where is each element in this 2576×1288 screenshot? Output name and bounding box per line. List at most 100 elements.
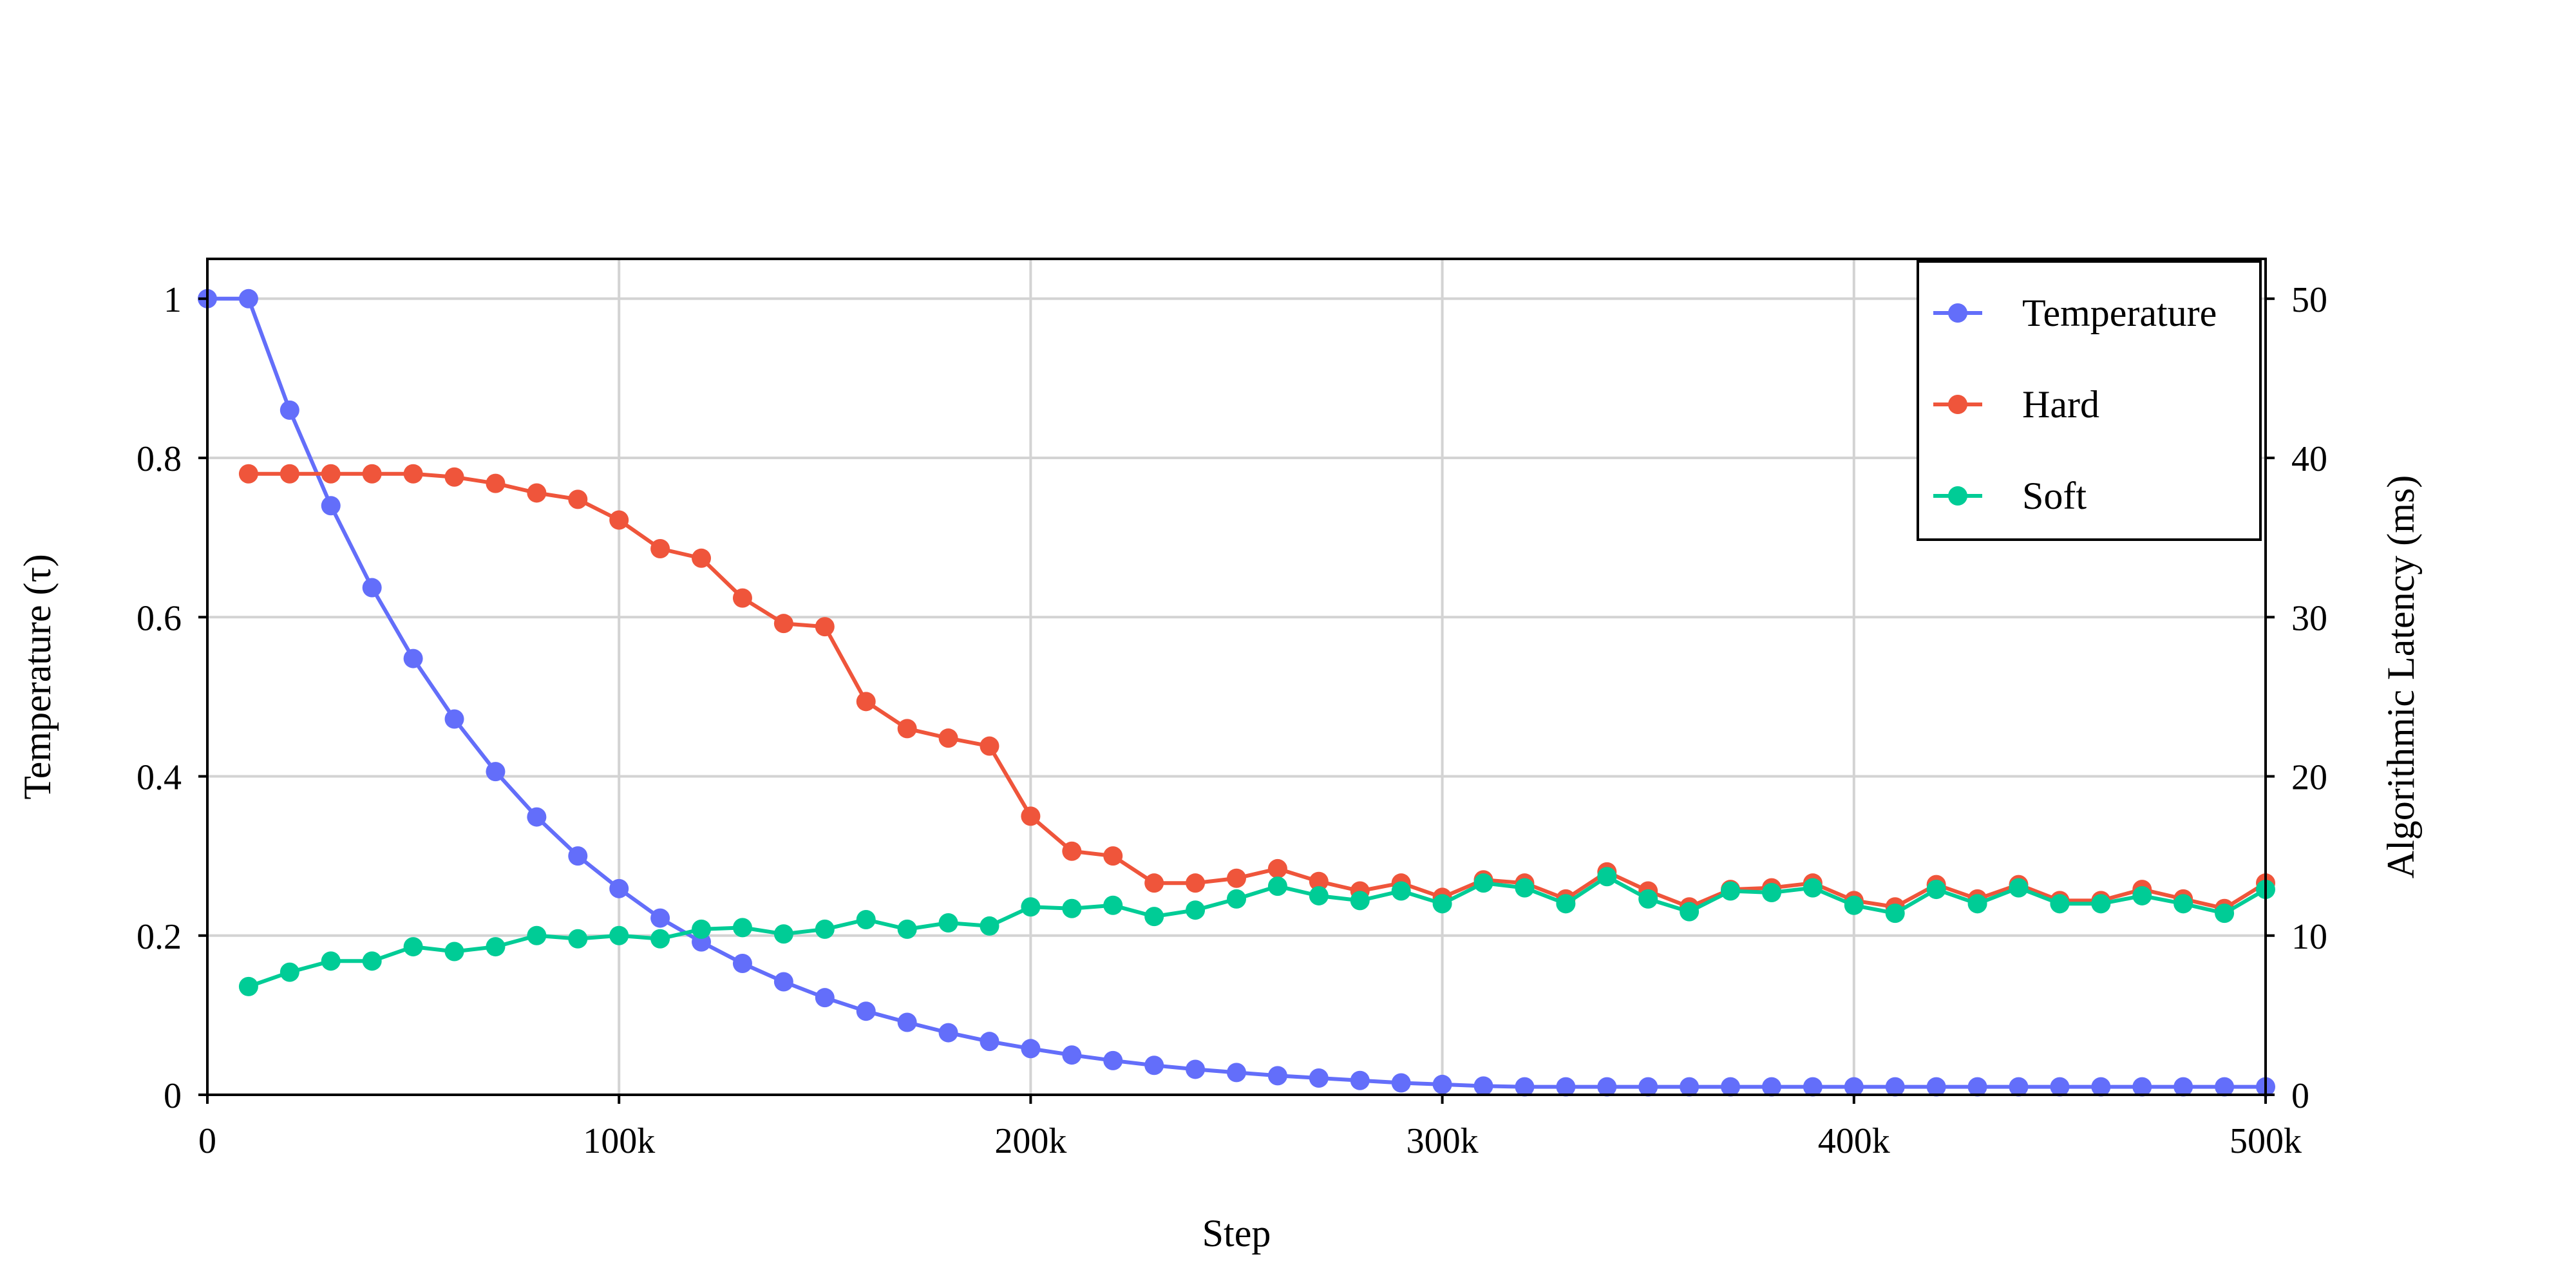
data-point [1021,897,1041,917]
data-point [2091,1077,2111,1097]
data-point [980,916,999,936]
data-point [2050,1077,2070,1097]
y-left-tick-label: 0.6 [137,598,182,638]
data-point [938,728,958,748]
data-point [1267,1066,1287,1086]
data-point [773,924,793,944]
data-point [732,918,752,938]
y-right-tick-label: 40 [2291,439,2327,479]
data-point [1556,1077,1576,1097]
y-axis-left-title: Temperature (τ) [16,554,59,799]
data-point [1186,900,1206,920]
y-right-tick-label: 30 [2291,598,2327,638]
data-point [2174,1077,2193,1097]
series-layer [198,289,2275,1097]
data-point [1680,1077,1700,1097]
data-point [815,617,835,637]
y-right-tick-label: 50 [2291,280,2327,320]
y-right-tick-label: 10 [2291,917,2327,957]
data-point [1186,873,1206,893]
data-point [1803,878,1823,898]
data-point [980,736,999,756]
data-point [1761,1077,1781,1097]
data-point [2215,904,2235,923]
data-point [609,925,629,945]
x-tick-label: 400k [1818,1121,1890,1161]
data-point [1103,1050,1123,1070]
data-point [1473,873,1493,893]
data-point [1309,871,1329,891]
data-point [1926,880,1946,900]
data-point [692,919,712,939]
data-point [1556,894,1576,914]
data-point [1515,878,1535,898]
series-temperature [198,289,2275,1097]
data-point [1597,1077,1617,1097]
data-point [1721,881,1741,901]
data-point [1227,868,1246,888]
data-point [1761,883,1781,903]
data-point [2215,1077,2235,1097]
data-point [1844,895,1864,915]
legend-item-soft: Soft [1933,475,2087,517]
data-point [1062,898,1082,918]
data-point [527,483,547,503]
y-left-tick-label: 0.4 [137,758,182,798]
data-point [650,538,670,558]
y-right-tick-label: 0 [2291,1076,2309,1116]
data-point [1638,889,1658,909]
data-point [527,925,547,945]
data-point [609,878,629,898]
data-point [1638,1077,1658,1097]
data-point [362,578,382,598]
data-point [773,972,793,992]
data-point [815,988,835,1008]
data-point [1186,1059,1206,1079]
data-point [2091,894,2111,914]
data-point [650,929,670,949]
legend-label: Temperature [2022,292,2217,334]
legend-label: Soft [2022,475,2087,517]
data-point [321,951,341,971]
data-point [856,692,876,712]
data-point [1350,891,1370,911]
data-point [1021,806,1041,826]
data-point [362,951,382,971]
data-point [1967,894,1987,914]
data-point [1062,841,1082,861]
data-point [1144,1056,1164,1075]
data-point [897,719,917,739]
data-point [2050,894,2070,914]
legend-item-temperature: Temperature [1933,292,2217,334]
data-point [2009,1077,2029,1097]
data-point [650,908,670,928]
data-point [444,942,464,961]
data-point [568,846,588,866]
x-tick-label: 200k [994,1121,1066,1161]
axes: 0 100k 200k 300k 400k 500k00.20.40.60.8101020… [137,258,2327,1161]
x-tick-label: 300k [1406,1121,1479,1161]
data-point [279,464,299,484]
data-point [1803,1077,1823,1097]
data-point [486,937,506,957]
legend-box [1917,260,2262,541]
data-point [403,649,423,668]
legend: Temperature Hard Soft [1917,260,2262,541]
data-point [1885,904,1905,923]
data-point [486,762,506,782]
data-point [938,1023,958,1043]
data-point [362,464,382,484]
data-point [1021,1039,1041,1059]
data-point [568,929,588,949]
data-point [2132,1077,2152,1097]
data-point [1391,1073,1411,1093]
y-axis-right-title: Algorithmic Latency (ms) [2380,475,2422,878]
legend-swatch-marker [1948,486,1967,506]
data-point [321,464,341,484]
data-point [1309,886,1329,905]
data-point [2174,894,2193,914]
data-point [856,910,876,930]
data-point [444,467,464,487]
